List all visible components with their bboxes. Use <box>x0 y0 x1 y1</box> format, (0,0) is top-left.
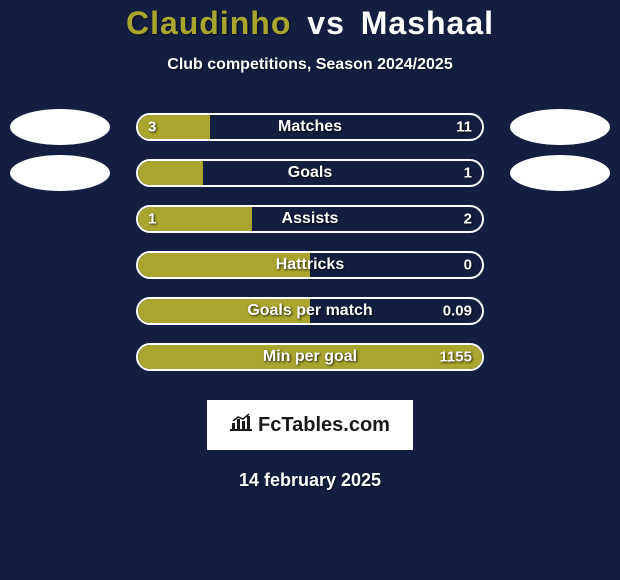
stat-value-right: 2 <box>464 211 472 228</box>
stat-row: Min per goal1155 <box>0 334 620 380</box>
player2-marker <box>510 109 610 145</box>
stat-row: Assists1 2 <box>0 196 620 242</box>
logo-box: FcTables.com <box>207 400 413 450</box>
player1-marker <box>10 109 110 145</box>
stat-bar: Hattricks0 <box>136 251 484 279</box>
comparison-title: Claudinho vs Mashaal <box>0 5 620 42</box>
stat-bar: Goals per match0.09 <box>136 297 484 325</box>
stat-value-right: 1 <box>464 165 472 182</box>
stat-label: Hattricks <box>138 256 482 274</box>
stat-bar: Matches3 11 <box>136 113 484 141</box>
player1-marker <box>10 155 110 191</box>
stat-value-right: 11 <box>456 119 472 136</box>
vs-text: vs <box>307 5 345 41</box>
subtitle: Club competitions, Season 2024/2025 <box>0 56 620 74</box>
stat-row: Goals1 <box>0 150 620 196</box>
stat-row: Hattricks0 <box>0 242 620 288</box>
logo: FcTables.com <box>230 413 390 437</box>
date-text: 14 february 2025 <box>0 470 620 491</box>
stat-label: Min per goal <box>138 348 482 366</box>
stat-bar: Goals1 <box>136 159 484 187</box>
stat-value-left: 1 <box>148 211 156 228</box>
stat-row: Matches3 11 <box>0 104 620 150</box>
stat-label: Assists <box>138 210 482 228</box>
stat-value-left: 3 <box>148 119 156 136</box>
stat-label: Goals per match <box>138 302 482 320</box>
stat-bar: Assists1 2 <box>136 205 484 233</box>
player2-marker <box>510 155 610 191</box>
player2-name: Mashaal <box>361 5 494 41</box>
stat-label: Goals <box>138 164 482 182</box>
stat-value-right: 0 <box>464 257 472 274</box>
stat-bar: Min per goal1155 <box>136 343 484 371</box>
chart-icon <box>230 413 252 437</box>
stat-value-right: 0.09 <box>443 303 472 320</box>
player1-name: Claudinho <box>126 5 291 41</box>
stat-value-right: 1155 <box>439 349 472 366</box>
logo-text: FcTables.com <box>258 414 390 437</box>
stats-chart: Matches311Goals1Assists12Hattricks0Goals… <box>0 104 620 380</box>
stat-row: Goals per match0.09 <box>0 288 620 334</box>
stat-label: Matches <box>138 118 482 136</box>
